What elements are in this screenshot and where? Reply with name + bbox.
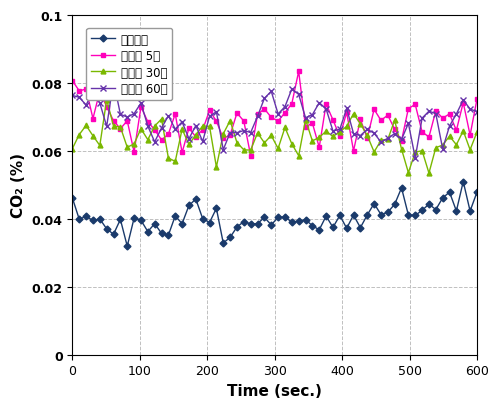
- 불안나 5분: [296, 70, 302, 74]
- 불안나 60분: [145, 124, 151, 129]
- 불안나 30분: [193, 133, 199, 138]
- 불안나 30분: [104, 98, 110, 103]
- 불안나 30분: [330, 135, 336, 139]
- 불안나 60분: [330, 129, 336, 134]
- Line: 불안나 60분: 불안나 60분: [70, 79, 480, 161]
- 불안나 60분: [70, 94, 75, 99]
- 탄화보드: [193, 197, 199, 202]
- 불안나 60분: [193, 124, 199, 129]
- 탄화보드: [124, 244, 130, 249]
- Line: 불안나 5분: 불안나 5분: [70, 70, 480, 159]
- 탄화보드: [330, 225, 336, 230]
- 불안나 60분: [110, 79, 116, 84]
- 불안나 5분: [200, 128, 205, 133]
- 탄화보드: [214, 207, 220, 211]
- 불안나 5분: [248, 154, 254, 159]
- 불안나 5분: [186, 126, 192, 131]
- 불안나 30분: [214, 165, 220, 170]
- 탄화보드: [70, 196, 75, 201]
- 불안나 5분: [337, 135, 343, 139]
- 탄화보드: [145, 229, 151, 234]
- 불안나 60분: [206, 115, 212, 119]
- 불안나 60분: [179, 120, 185, 125]
- 불안나 30분: [426, 171, 432, 176]
- Line: 불안나 30분: 불안나 30분: [70, 98, 480, 176]
- X-axis label: Time (sec.): Time (sec.): [227, 383, 322, 398]
- Legend: 탄화보드, 불안나 5분, 불안나 30분, 불안나 60분: 탄화보드, 불안나 5분, 불안나 30분, 불안나 60분: [86, 29, 172, 101]
- 불안나 5분: [172, 112, 178, 117]
- 불안나 5분: [474, 97, 480, 102]
- 탄화보드: [206, 220, 212, 225]
- 불안나 30분: [70, 147, 75, 152]
- 불안나 5분: [206, 109, 212, 114]
- 탄화보드: [179, 222, 185, 227]
- 탄화보드: [474, 190, 480, 195]
- 불안나 60분: [474, 110, 480, 115]
- 불안나 60분: [412, 156, 418, 161]
- 불안나 5분: [70, 79, 75, 84]
- 탄화보드: [460, 180, 466, 184]
- 불안나 30분: [145, 138, 151, 143]
- 불안나 5분: [138, 105, 144, 110]
- Y-axis label: CO₂ (%): CO₂ (%): [11, 153, 26, 218]
- 불안나 30분: [474, 130, 480, 135]
- 불안나 60분: [214, 110, 220, 115]
- Line: 탄화보드: 탄화보드: [70, 180, 480, 249]
- 불안나 30분: [206, 124, 212, 129]
- 불안나 30분: [179, 127, 185, 132]
